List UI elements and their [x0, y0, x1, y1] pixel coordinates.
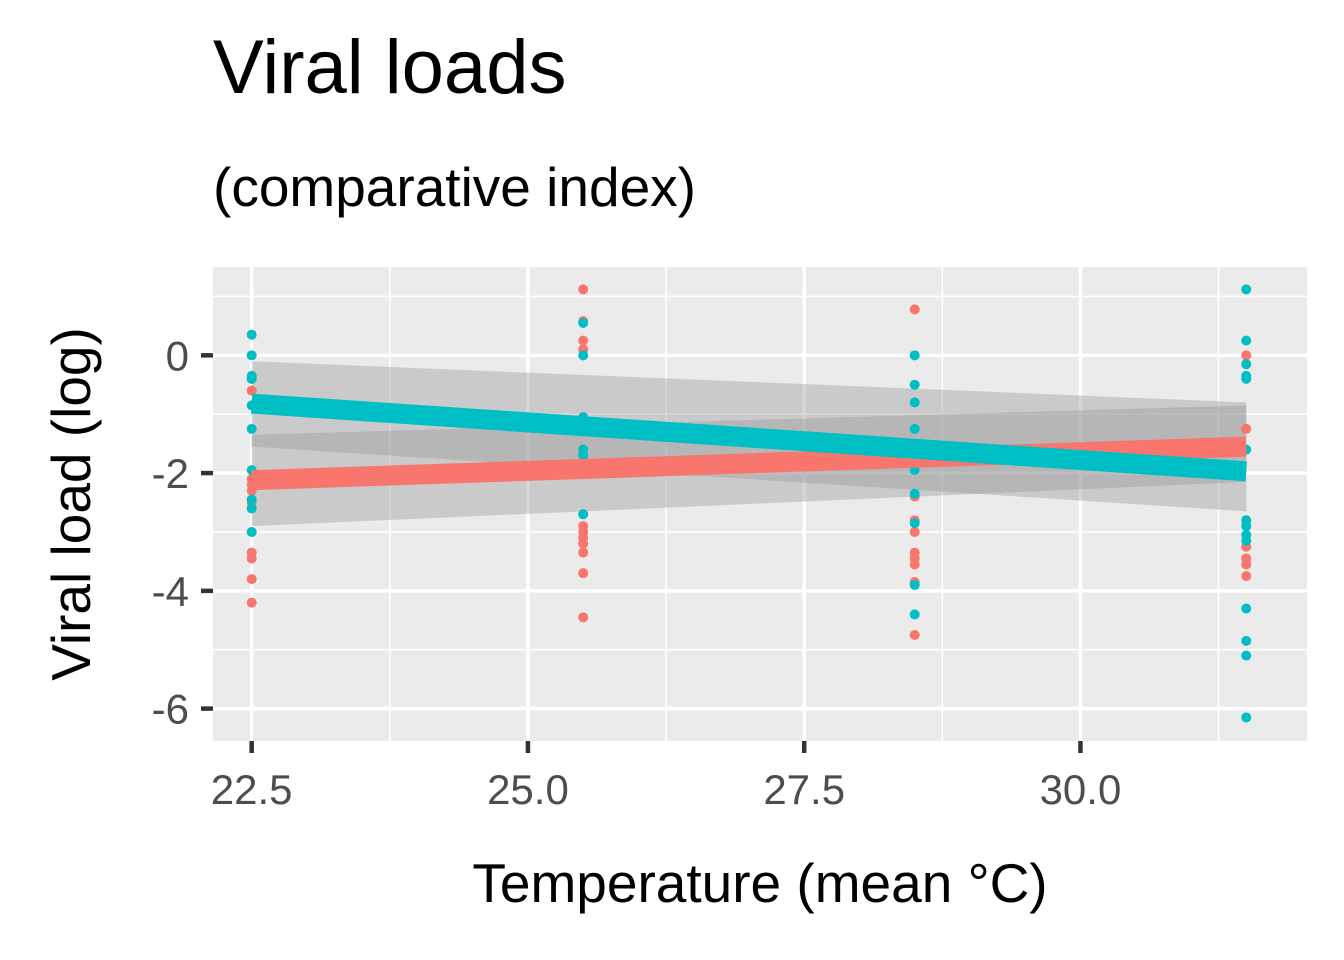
data-point-series-1 [1241, 350, 1252, 361]
data-point-series-2 [578, 509, 589, 520]
x-tick-label: 30.0 [1040, 766, 1122, 813]
data-point-series-2 [909, 488, 920, 499]
data-point-series-2 [246, 503, 257, 514]
data-point-series-1 [246, 553, 257, 564]
data-point-series-1 [246, 385, 257, 396]
data-point-series-2 [909, 579, 920, 590]
data-point-series-2 [909, 518, 920, 529]
data-point-series-1 [1241, 571, 1252, 582]
axes: 22.5 25.0 27.5 30.0 0 -2 -4 -6 [152, 332, 1122, 813]
data-point-series-1 [578, 612, 589, 623]
data-point-series-2 [909, 397, 920, 408]
data-point-series-2 [246, 494, 257, 505]
data-point-series-2 [246, 526, 257, 537]
y-axis-title: Viral load (log) [40, 327, 102, 681]
data-point-series-1 [909, 630, 920, 641]
data-point-series-2 [909, 423, 920, 434]
chart-subtitle: (comparative index) [213, 156, 696, 218]
data-point-series-1 [909, 526, 920, 537]
data-point-series-1 [246, 597, 257, 608]
data-point-series-1 [909, 304, 920, 315]
data-point-series-1 [578, 335, 589, 346]
fit-line-series-2 [250, 393, 1247, 482]
data-point-series-2 [1241, 521, 1252, 532]
data-point-series-2 [578, 450, 589, 461]
x-axis-title: Temperature (mean °C) [472, 852, 1047, 914]
minor-gridlines [213, 267, 1307, 741]
y-tick-label: -6 [152, 686, 189, 733]
data-point-series-1 [246, 574, 257, 585]
data-point-series-2 [246, 350, 257, 361]
data-point-series-2 [909, 379, 920, 390]
data-point-series-2 [246, 423, 257, 434]
data-point-series-2 [578, 317, 589, 328]
chart-title: Viral loads [213, 25, 567, 110]
y-tick-label: -2 [152, 450, 189, 497]
y-tick-label: -4 [152, 568, 189, 615]
data-point-series-1 [578, 284, 589, 295]
data-point-series-2 [578, 350, 589, 361]
data-point-series-1 [578, 568, 589, 579]
x-tick-label: 27.5 [763, 766, 845, 813]
x-tick-label: 22.5 [211, 766, 293, 813]
data-point-series-1 [578, 538, 589, 549]
data-point-series-1 [578, 547, 589, 558]
data-point-series-2 [1241, 712, 1252, 723]
data-point-series-2 [1241, 635, 1252, 646]
data-point-series-2 [246, 329, 257, 340]
x-tick-label: 25.0 [487, 766, 569, 813]
data-point-series-2 [909, 350, 920, 361]
data-point-series-2 [1241, 535, 1252, 546]
data-point-series-1 [1241, 559, 1252, 570]
data-point-series-2 [1241, 373, 1252, 384]
data-point-series-2 [1241, 650, 1252, 661]
data-point-series-1 [1241, 423, 1252, 434]
data-point-series-2 [1241, 359, 1252, 370]
data-point-series-2 [1241, 603, 1252, 614]
fit-lines [250, 393, 1247, 491]
data-point-series-2 [246, 373, 257, 384]
plot-panel [213, 267, 1307, 741]
data-point-series-2 [1241, 284, 1252, 295]
y-tick-label: 0 [166, 332, 189, 379]
data-point-series-2 [1241, 335, 1252, 346]
data-point-series-2 [909, 609, 920, 620]
data-point-series-1 [909, 559, 920, 570]
